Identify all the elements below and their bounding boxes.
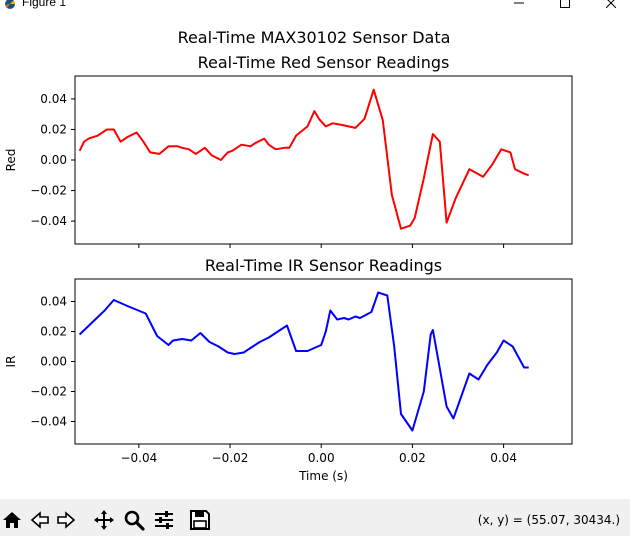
red-ytick-label: −0.02 [30, 184, 67, 198]
configure-subplots-button[interactable] [152, 508, 176, 532]
ir-xtick-label: 0.04 [490, 451, 517, 465]
window-titlebar: Figure 1 [0, 0, 630, 12]
ir-xtick-label: 0.02 [399, 451, 426, 465]
ir-ylabel: IR [4, 356, 18, 368]
window-title: Figure 1 [22, 0, 67, 9]
zoom-button[interactable] [122, 508, 146, 532]
red-ytick-label: 0.00 [40, 153, 67, 167]
back-button[interactable] [28, 508, 52, 532]
maximize-button[interactable] [542, 0, 588, 12]
ir-xlabel: Time (s) [298, 469, 348, 483]
ir-plot[interactable]: Real-Time IR Sensor Readings −0.04 −0.02 0.… [4, 256, 573, 483]
ir-xtick-label: 0.00 [308, 451, 335, 465]
zoom-icon [124, 510, 145, 531]
red-ytick-label: 0.02 [40, 122, 67, 136]
figure-suptitle: Real-Time MAX30102 Sensor Data [178, 28, 451, 47]
pan-button[interactable] [92, 508, 116, 532]
maximize-icon [560, 0, 570, 8]
red-ytick-label: 0.04 [40, 92, 67, 106]
back-icon [30, 511, 49, 529]
red-ylabel: Red [4, 149, 18, 172]
ir-xtick-label: −0.04 [120, 451, 157, 465]
red-ytick-label: −0.04 [30, 214, 67, 228]
ir-ytick-label: −0.02 [30, 385, 67, 399]
home-icon [3, 512, 21, 528]
close-button[interactable] [588, 0, 630, 12]
forward-button[interactable] [54, 508, 78, 532]
red-axes-frame [74, 75, 573, 245]
ir-ytick-label: 0.00 [40, 355, 67, 369]
save-button[interactable] [188, 508, 212, 532]
pan-icon [94, 510, 114, 530]
configure-subplots-icon [155, 511, 173, 529]
save-icon [190, 510, 210, 530]
ir-plot-title: Real-Time IR Sensor Readings [205, 256, 442, 275]
coordinate-readout: (x, y) = (55.07, 30434.) [477, 513, 620, 527]
minimize-button[interactable] [496, 0, 542, 12]
ir-series-line [78, 291, 529, 432]
ir-axes-frame [74, 278, 573, 445]
ir-ytick-label: 0.04 [40, 295, 67, 309]
ir-xtick-label: −0.02 [212, 451, 249, 465]
forward-icon [57, 511, 76, 529]
navigation-toolbar: (x, y) = (55.07, 30434.) [0, 499, 630, 536]
figure-canvas[interactable]: Real-Time MAX30102 Sensor Data Real-Time… [0, 12, 630, 499]
red-plot-title: Real-Time Red Sensor Readings [198, 53, 450, 72]
red-plot[interactable]: Real-Time Red Sensor Readings −0.04 −0.02 0… [4, 53, 573, 248]
home-button[interactable] [0, 508, 24, 532]
red-series-line [78, 88, 530, 230]
ir-ytick-label: 0.02 [40, 325, 67, 339]
minimize-icon [514, 2, 524, 4]
ir-ytick-label: −0.04 [30, 415, 67, 429]
close-icon [606, 0, 616, 8]
matplotlib-icon [5, 0, 15, 9]
